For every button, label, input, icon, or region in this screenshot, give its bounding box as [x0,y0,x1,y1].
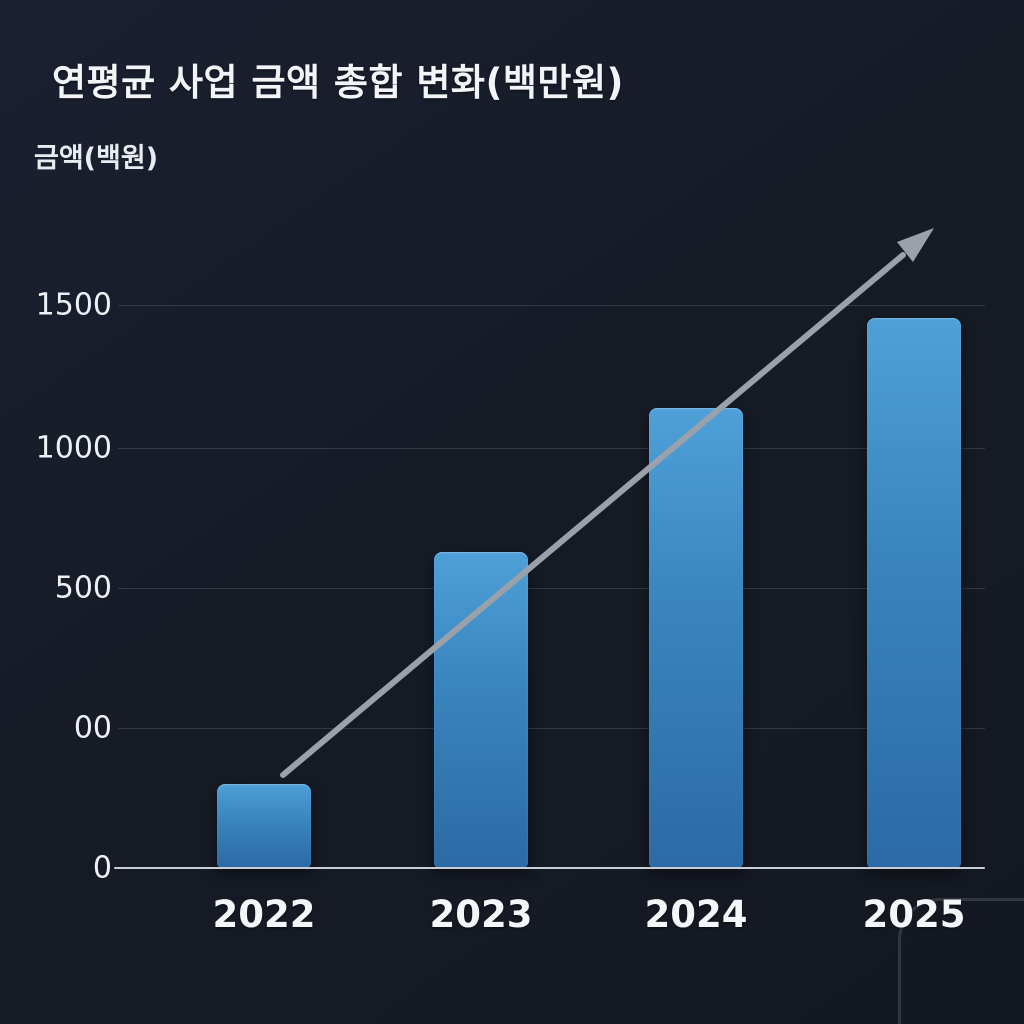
chart-title: 연평균 사업 금액 총합 변화(백만원) [52,61,624,104]
bar-2024 [649,407,743,868]
bar-2025 [867,317,961,868]
gridline [118,305,985,306]
x-axis-line [114,867,985,869]
y-tick-label: 500 [54,570,112,606]
y-axis-label: 금액(백원) [34,143,159,174]
x-tick-label-2023: 2023 [429,893,533,936]
y-tick-label: 0 [92,850,112,886]
bar-2023 [434,551,528,868]
y-tick-label: 1500 [35,287,112,323]
corner-decoration [898,898,1024,1024]
x-tick-label-2024: 2024 [644,893,748,936]
gridline [118,588,985,589]
y-tick-label: 00 [73,710,112,746]
gridline [118,728,985,729]
bar-2022 [217,784,311,868]
y-tick-label: 1000 [35,430,112,466]
x-tick-label-2022: 2022 [212,893,316,936]
gridline [118,448,985,449]
